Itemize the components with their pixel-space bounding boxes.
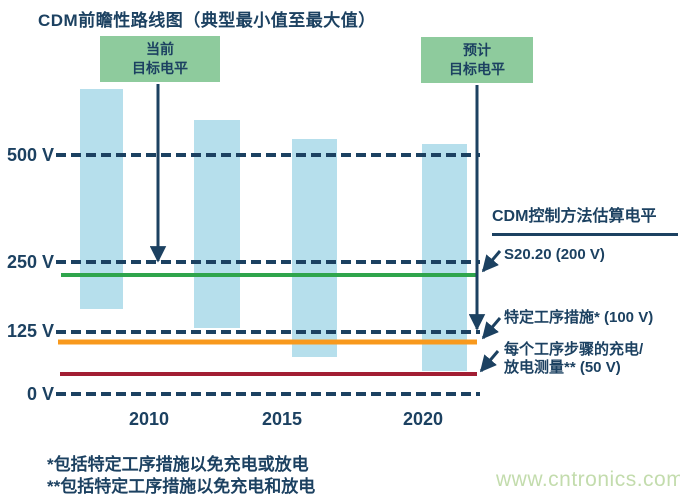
x-tick-2010: 2010 bbox=[128, 409, 170, 429]
right-panel-header: CDM控制方法估算电平 bbox=[492, 202, 678, 236]
label-process-measures: 特定工序措施* (100 V) bbox=[504, 309, 654, 326]
label-charge-discharge-measure: 每个工序步骤的充电/ 放电测量** (50 V) bbox=[504, 341, 644, 377]
pointer-charge-discharge-icon bbox=[479, 350, 500, 373]
y-tick-125v: 125 V bbox=[6, 321, 54, 341]
label-s20-20: S20.20 (200 V) bbox=[504, 246, 605, 263]
y-tick-500v: 500 V bbox=[6, 145, 54, 165]
x-tick-2020: 2020 bbox=[402, 409, 444, 429]
y-tick-250v: 250 V bbox=[6, 252, 54, 272]
watermark-text: www.cntronics.com bbox=[496, 468, 680, 491]
y-tick-0v: 0 V bbox=[26, 384, 54, 404]
pointer-process-measures-icon bbox=[481, 317, 502, 340]
chart-title: CDM前瞻性路线图（典型最小值至最大值） bbox=[38, 11, 376, 30]
range-bar-4 bbox=[422, 144, 467, 371]
range-bar-3 bbox=[292, 139, 337, 357]
range-bar-2 bbox=[194, 120, 240, 328]
footnote-1: *包括特定工序措施以免充电或放电 bbox=[47, 455, 309, 474]
pointer-s20-20-icon bbox=[481, 250, 502, 273]
current-target-level-box: 当前 目标电平 bbox=[100, 36, 220, 82]
projected-target-level-box: 预计 目标电平 bbox=[421, 37, 533, 83]
x-tick-2015: 2015 bbox=[261, 409, 303, 429]
range-bar-1 bbox=[80, 89, 123, 309]
footnote-2: **包括特定工序措施以免充电和放电 bbox=[47, 477, 316, 496]
